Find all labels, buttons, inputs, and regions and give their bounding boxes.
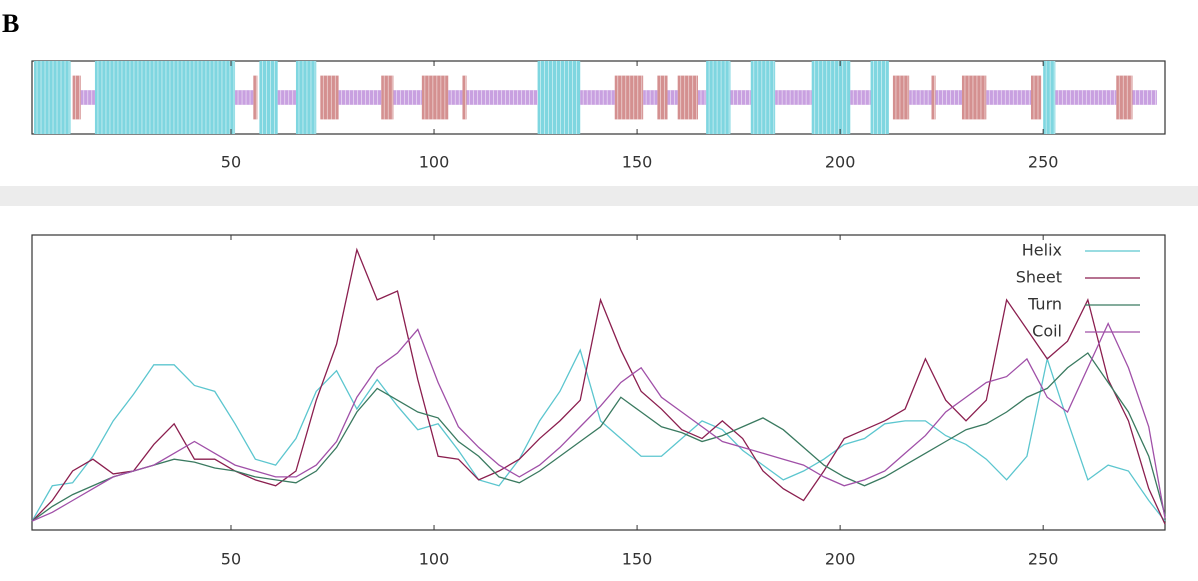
- series-line: [31, 352, 1166, 522]
- structure-segment: [235, 90, 254, 105]
- structure-segment: [1132, 90, 1157, 105]
- structure-segment: [253, 75, 258, 120]
- structure-segment: [259, 61, 278, 134]
- structure-segment: [320, 75, 339, 120]
- x-tick-label: 50: [221, 153, 241, 172]
- x-tick-label: 250: [1028, 550, 1059, 569]
- structure-segment: [614, 75, 644, 120]
- series-line: [31, 321, 1166, 522]
- structure-segment: [775, 90, 812, 105]
- structure-segment: [697, 90, 707, 105]
- structure-segment: [961, 75, 987, 120]
- structure-segment: [1043, 61, 1056, 134]
- structure-segment: [706, 61, 731, 134]
- structure-segment: [1116, 75, 1133, 120]
- x-tick-label: 100: [419, 153, 450, 172]
- panel-label: B: [2, 9, 19, 38]
- x-tick-label: 150: [622, 153, 653, 172]
- structure-segment: [1055, 90, 1117, 105]
- structure-segment: [338, 90, 382, 105]
- legend-label: Helix: [1022, 241, 1062, 260]
- structure-segment: [657, 75, 668, 120]
- structure-segment: [892, 75, 910, 120]
- x-tick-label: 50: [221, 550, 241, 569]
- structure-segment: [931, 75, 936, 120]
- structure-segment: [34, 61, 71, 134]
- series-line: [31, 247, 1166, 525]
- structure-segment: [935, 90, 962, 105]
- structure-segment: [72, 75, 81, 120]
- x-tick-label: 200: [825, 550, 856, 569]
- x-tick-label: 200: [825, 153, 856, 172]
- series-line: [31, 348, 1166, 522]
- structure-segment: [667, 90, 678, 105]
- legend-label: Sheet: [1016, 268, 1062, 287]
- structure-segment: [462, 75, 467, 120]
- x-tick-label: 250: [1028, 153, 1059, 172]
- structure-segment: [381, 75, 394, 120]
- structure-segment: [870, 61, 889, 134]
- structure-segment: [537, 61, 581, 134]
- x-tick-label: 100: [419, 550, 450, 569]
- structure-segment: [750, 61, 776, 134]
- legend-label: Turn: [1027, 295, 1062, 314]
- plot-frame: [31, 60, 1166, 135]
- structure-segment: [277, 90, 296, 105]
- structure-segment: [421, 75, 449, 120]
- plot-frame: [31, 234, 1166, 531]
- structure-segment: [466, 90, 538, 105]
- separator: [0, 186, 1198, 206]
- legend-label: Coil: [1032, 322, 1062, 341]
- structure-segment: [393, 90, 422, 105]
- structure-segment: [580, 90, 615, 105]
- x-tick-label: 150: [622, 550, 653, 569]
- structure-segment: [1030, 75, 1042, 120]
